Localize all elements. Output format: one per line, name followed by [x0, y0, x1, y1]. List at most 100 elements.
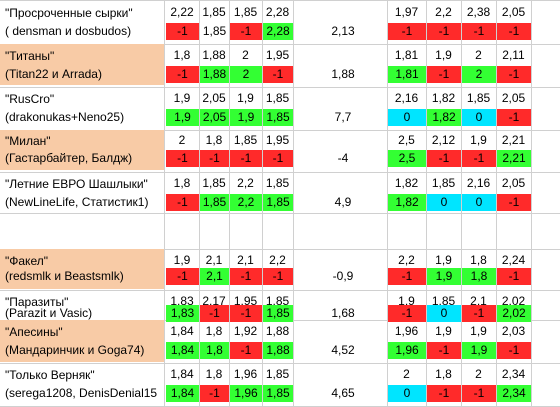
- left-result-cell[interactable]: -1: [200, 150, 229, 167]
- right-result-cell[interactable]: -1: [462, 385, 496, 402]
- right-odds-cell[interactable]: 1,82: [431, 91, 456, 105]
- left-odds-cell[interactable]: 2,28: [265, 5, 290, 19]
- left-odds-cell[interactable]: 1,85: [265, 367, 290, 381]
- left-odds-cell[interactable]: 2,05: [202, 91, 226, 105]
- team-name-cell[interactable]: "Летние ЕВРО Шашлыки" (NewLineLife, Стати…: [0, 172, 164, 213]
- right-odds-cell[interactable]: 2,12: [431, 133, 456, 147]
- left-odds-cell[interactable]: 1,8: [205, 133, 223, 147]
- left-odds-cell[interactable]: 2,2: [269, 253, 286, 267]
- right-result-cell[interactable]: 1,82: [388, 194, 426, 211]
- left-result-cell[interactable]: -1: [263, 150, 293, 167]
- right-odds-cell[interactable]: 1,85: [466, 91, 491, 105]
- left-result-cell[interactable]: 1,88: [263, 342, 293, 359]
- right-odds-cell[interactable]: 2,5: [398, 133, 415, 147]
- right-result-cell[interactable]: 0: [427, 194, 461, 211]
- right-result-cell[interactable]: 2,34: [497, 385, 531, 402]
- right-odds-cell[interactable]: 1,82: [394, 176, 419, 190]
- left-result-cell[interactable]: 1,85: [263, 109, 293, 126]
- left-odds-cell[interactable]: 2: [178, 133, 186, 147]
- right-result-cell[interactable]: -1: [497, 66, 531, 83]
- left-result-cell[interactable]: -1: [166, 23, 199, 40]
- right-odds-cell[interactable]: 2,11: [502, 48, 525, 62]
- left-result-cell[interactable]: 1,9: [166, 109, 199, 126]
- right-odds-cell[interactable]: 1,9: [470, 324, 487, 338]
- right-odds-cell[interactable]: 1,81: [394, 48, 419, 62]
- team-name-cell[interactable]: "Апесины" (Мандаринчик и Goga74): [0, 320, 164, 362]
- left-odds-cell[interactable]: 1,95: [233, 294, 258, 308]
- team-name-cell[interactable]: "Факел" (redsmlk и Beastsmlk): [0, 249, 164, 289]
- left-odds-cell[interactable]: 1,85: [265, 294, 290, 308]
- right-result-cell[interactable]: 0: [388, 385, 426, 402]
- left-odds-cell[interactable]: 1,85: [202, 176, 226, 190]
- right-odds-cell[interactable]: 1,9: [398, 294, 415, 308]
- right-odds-cell[interactable]: 2,2: [398, 253, 415, 267]
- left-odds-cell[interactable]: 2,2: [237, 176, 254, 190]
- right-odds-cell[interactable]: 1,85: [431, 294, 456, 308]
- left-result-cell[interactable]: -1: [230, 342, 262, 359]
- right-odds-cell[interactable]: 1,8: [435, 367, 452, 381]
- right-odds-cell[interactable]: 2,03: [501, 324, 526, 338]
- right-result-cell[interactable]: -1: [427, 342, 461, 359]
- right-result-cell[interactable]: 1,9: [462, 342, 496, 359]
- right-result-cell[interactable]: -1: [388, 268, 426, 285]
- team-name-cell[interactable]: "Милан" (Гастарбайтер, Балдж): [0, 130, 164, 170]
- right-odds-cell[interactable]: 2,21: [501, 133, 526, 147]
- left-result-cell[interactable]: -1: [230, 305, 262, 322]
- left-odds-cell[interactable]: 1,9: [237, 91, 254, 105]
- left-odds-cell[interactable]: 1,88: [202, 48, 226, 62]
- left-result-cell[interactable]: -1: [263, 268, 293, 285]
- team-total[interactable]: 1,68: [331, 306, 355, 320]
- left-odds-cell[interactable]: 1,88: [265, 324, 290, 338]
- right-result-cell[interactable]: -1: [388, 23, 426, 40]
- right-result-cell[interactable]: -1: [427, 150, 461, 167]
- left-result-cell[interactable]: 1,96: [230, 385, 262, 402]
- right-result-cell[interactable]: -1: [462, 305, 496, 322]
- left-result-cell[interactable]: 2: [230, 66, 262, 83]
- right-odds-cell[interactable]: 1,85: [431, 176, 456, 190]
- right-result-cell[interactable]: 1,96: [388, 342, 426, 359]
- left-odds-cell[interactable]: 1,84: [170, 324, 194, 338]
- left-odds-cell[interactable]: 1,96: [233, 367, 258, 381]
- left-result-cell[interactable]: -1: [166, 66, 199, 83]
- left-odds-cell[interactable]: 1,9: [173, 91, 191, 105]
- right-result-cell[interactable]: 2,5: [388, 150, 426, 167]
- left-odds-cell[interactable]: 1,95: [265, 133, 290, 147]
- right-result-cell[interactable]: -1: [462, 150, 496, 167]
- left-odds-cell[interactable]: 1,85: [265, 91, 290, 105]
- right-result-cell[interactable]: 1,9: [427, 268, 461, 285]
- left-odds-cell[interactable]: 2: [242, 48, 249, 62]
- left-result-cell[interactable]: 1,84: [166, 385, 199, 402]
- right-result-cell[interactable]: -1: [427, 385, 461, 402]
- right-result-cell[interactable]: 2,21: [497, 150, 531, 167]
- left-result-cell[interactable]: -1: [166, 150, 199, 167]
- right-odds-cell[interactable]: 1,9: [470, 133, 487, 147]
- left-odds-cell[interactable]: 1,95: [265, 48, 290, 62]
- left-odds-cell[interactable]: 2,17: [202, 294, 226, 308]
- team-total[interactable]: 2,13: [331, 24, 355, 38]
- right-odds-cell[interactable]: 2,16: [394, 91, 419, 105]
- right-odds-cell[interactable]: 2,2: [435, 5, 452, 19]
- left-result-cell[interactable]: -1: [230, 268, 262, 285]
- left-odds-cell[interactable]: 1,8: [205, 367, 223, 381]
- left-result-cell[interactable]: 1,85: [200, 194, 229, 211]
- right-result-cell[interactable]: -1: [497, 268, 531, 285]
- left-result-cell[interactable]: -1: [230, 23, 262, 40]
- right-odds-cell[interactable]: 1,9: [435, 48, 452, 62]
- team-name-cell[interactable]: "RusCro" (drakonukas+Neno25): [0, 87, 164, 128]
- left-odds-cell[interactable]: 1,85: [233, 133, 258, 147]
- right-odds-cell[interactable]: 2,24: [501, 253, 526, 267]
- left-result-cell[interactable]: 2,28: [263, 23, 293, 40]
- right-odds-cell[interactable]: 2: [475, 48, 482, 62]
- right-result-cell[interactable]: -1: [497, 23, 531, 40]
- team-total[interactable]: 4,9: [334, 195, 352, 209]
- right-result-cell[interactable]: 1,8: [462, 268, 496, 285]
- left-result-cell[interactable]: 1,83: [166, 305, 199, 322]
- left-odds-cell[interactable]: 1,85: [265, 176, 290, 190]
- right-result-cell[interactable]: -1: [497, 194, 531, 211]
- left-result-cell[interactable]: 1,9: [230, 109, 262, 126]
- team-total[interactable]: 1,88: [331, 67, 355, 81]
- right-odds-cell[interactable]: 1,9: [435, 253, 452, 267]
- left-result-cell[interactable]: 1,88: [200, 66, 229, 83]
- left-odds-cell[interactable]: 2,1: [205, 253, 223, 267]
- right-result-cell[interactable]: 0: [462, 194, 496, 211]
